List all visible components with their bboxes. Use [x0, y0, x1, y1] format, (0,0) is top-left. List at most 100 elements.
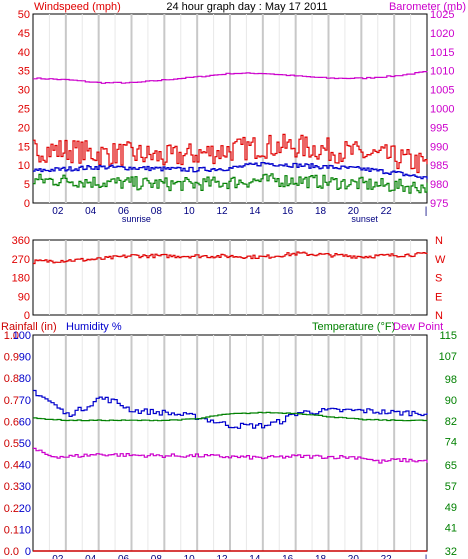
barometer-tick-label: 1025: [430, 9, 454, 21]
dewpoint-axis-title: Dew Point: [393, 321, 443, 333]
compass-tick-label: S: [435, 273, 442, 285]
wind-gust-line: [33, 133, 428, 174]
windspeed-tick-label: 50: [18, 9, 30, 21]
wind-average-line: [33, 161, 428, 180]
humidity-tick-label: 80: [19, 373, 31, 385]
humidity-axis-title: Humidity %: [66, 321, 122, 333]
direction-tick-label: 360: [12, 235, 30, 247]
humidity-tick-label: 30: [19, 481, 31, 493]
direction-tick-label: 90: [18, 291, 30, 303]
temperature-tick-label: 90: [445, 395, 457, 407]
compass-tick-label: N: [435, 310, 443, 322]
temperature-tick-label: 98: [445, 374, 457, 386]
temperature-tick-label: 107: [439, 351, 457, 363]
compass-tick-label: W: [435, 254, 446, 266]
hour-tick-label: 02: [52, 554, 64, 559]
humidity-tick-label: 40: [19, 460, 31, 472]
windspeed-tick-label: 35: [18, 66, 30, 78]
rainfall-tick-label: 0.5: [4, 438, 19, 450]
barometer-tick-label: 990: [430, 141, 448, 153]
barometer-tick-label: 975: [430, 198, 448, 210]
hour-tick-label: 04: [85, 206, 97, 217]
wind-speed-line: [33, 173, 428, 194]
hour-tick-label: 10: [184, 554, 196, 559]
hour-tick-label: 20: [348, 554, 360, 559]
rainfall-tick-label: 0.8: [4, 373, 19, 385]
rainfall-tick-label: 0.2: [4, 503, 19, 515]
temperature-axis-title: Temperature (°F): [312, 321, 395, 333]
sunrise-label: sunrise: [122, 214, 151, 224]
rainfall-tick-label: 0.9: [4, 352, 19, 364]
humidity-tick-label: 20: [19, 503, 31, 515]
humidity-tick-label: 0: [25, 546, 31, 558]
hour-tick-label: 18: [315, 554, 327, 559]
dewpoint-line: [33, 447, 428, 464]
temperature-tick-label: 74: [445, 437, 457, 449]
chart-title: 24 hour graph day : May 17 2011: [166, 1, 327, 13]
hour-tick-label: 22: [381, 206, 393, 217]
temperature-tick-label: 82: [445, 416, 457, 428]
windspeed-tick-label: 15: [18, 141, 30, 153]
temperature-tick-label: 65: [445, 460, 457, 472]
windspeed-tick-label: 30: [18, 85, 30, 97]
windspeed-tick-label: 45: [18, 28, 30, 40]
barometer-tick-label: 1010: [430, 66, 454, 78]
rainfall-tick-label: 0.1: [4, 524, 19, 536]
hour-tick-label: 22: [381, 554, 393, 559]
direction-tick-label: 0: [24, 310, 30, 322]
hour-tick-label: 16: [282, 554, 294, 559]
rainfall-axis-title: Rainfall (in): [1, 321, 57, 333]
barometer-line: [33, 71, 428, 84]
temperature-tick-label: 41: [445, 523, 457, 535]
hour-tick-label: 02: [52, 206, 64, 217]
humidity-tick-label: 70: [19, 395, 31, 407]
hour-tick-label: 18: [315, 206, 327, 217]
humidity-tick-label: 10: [19, 524, 31, 536]
windspeed-tick-label: 5: [24, 179, 30, 191]
sunset-label: sunset: [351, 214, 378, 224]
hour-tick-label: 08: [151, 206, 163, 217]
barometer-tick-label: 995: [430, 122, 448, 134]
hour-tick-label: 10: [184, 206, 196, 217]
rainfall-tick-label: 1.0: [4, 330, 19, 342]
windspeed-tick-label: 25: [18, 104, 30, 116]
temperature-tick-label: 115: [439, 330, 457, 342]
direction-tick-label: 180: [12, 273, 30, 285]
humidity-tick-label: 50: [19, 438, 31, 450]
hour-tick-label: 20: [348, 206, 360, 217]
rainfall-tick-label: 0.3: [4, 481, 19, 493]
barometer-tick-label: 980: [430, 179, 448, 191]
barometer-tick-label: 1020: [430, 28, 454, 40]
barometer-tick-label: 1005: [430, 85, 454, 97]
temperature-tick-label: 49: [445, 502, 457, 514]
barometer-axis-title: Barometer (mb): [389, 1, 466, 13]
hour-tick-label: 06: [118, 554, 130, 559]
rainfall-tick-label: 0.4: [4, 460, 19, 472]
hour-tick-label: 12: [216, 206, 228, 217]
direction-tick-label: 270: [12, 254, 30, 266]
humidity-tick-label: 100: [13, 330, 31, 342]
humidity-tick-label: 60: [19, 416, 31, 428]
humidity-line: [33, 389, 428, 429]
compass-tick-label: N: [435, 235, 443, 247]
hour-tick-label: 16: [282, 206, 294, 217]
hour-tick-label: 08: [151, 554, 163, 559]
hour-tick-label: 04: [85, 554, 97, 559]
barometer-tick-label: 1000: [430, 104, 454, 116]
windspeed-axis-title: Windspeed (mph): [34, 1, 121, 13]
temperature-tick-label: 32: [445, 546, 457, 558]
end-tick: |: [425, 554, 428, 559]
wind-direction-line: [33, 251, 428, 265]
rainfall-tick-label: 0.7: [4, 395, 19, 407]
windspeed-tick-label: 10: [18, 160, 30, 172]
hour-tick-label: 14: [249, 206, 261, 217]
barometer-tick-label: 1015: [430, 47, 454, 59]
windspeed-tick-label: 0: [24, 198, 30, 210]
temperature-line: [33, 411, 428, 422]
rainfall-tick-label: 0.0: [4, 546, 19, 558]
windspeed-tick-label: 20: [18, 122, 30, 134]
barometer-tick-label: 985: [430, 160, 448, 172]
temperature-tick-label: 57: [445, 481, 457, 493]
